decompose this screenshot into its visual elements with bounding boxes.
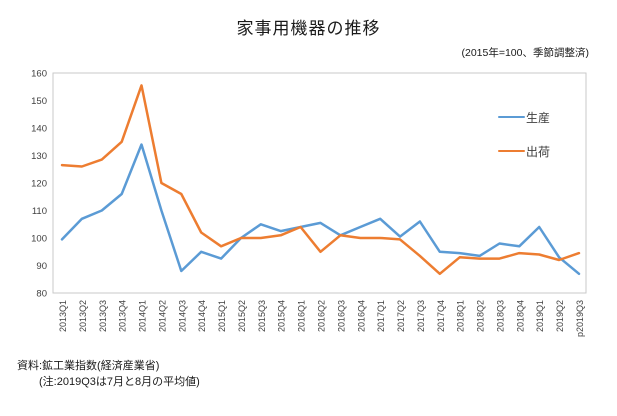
- y-tick-label: 110: [32, 206, 47, 217]
- x-tick-label: 2015Q3: [257, 300, 267, 332]
- legend-item-shipments: 出荷: [498, 140, 550, 162]
- x-tick-label: 2015Q4: [277, 300, 287, 332]
- footnote-source: 資料:鉱工業指数(経済産業省): [17, 360, 160, 372]
- chart-legend: 生産 出荷: [498, 106, 550, 174]
- x-tick-label: 2013Q4: [118, 300, 128, 332]
- x-tick-label: 2016Q4: [356, 300, 366, 332]
- y-tick-label: 160: [31, 69, 47, 80]
- legend-label-production: 生産: [526, 110, 551, 125]
- footnote-note: (注:2019Q3は7月と8月の平均値): [39, 376, 200, 388]
- x-tick-label: 2016Q2: [317, 300, 327, 332]
- x-tick-label: 2017Q1: [376, 300, 386, 332]
- x-tick-label: 2018Q4: [515, 300, 525, 332]
- y-tick-label: 80: [36, 289, 47, 300]
- x-tick-label: 2017Q3: [416, 300, 426, 332]
- legend-label-shipments: 出荷: [526, 144, 551, 159]
- x-tick-label: 2013Q1: [58, 300, 68, 332]
- x-tick-label: 2016Q1: [297, 300, 307, 332]
- x-tick-label: 2018Q3: [495, 300, 505, 332]
- y-tick-label: 140: [31, 124, 47, 135]
- x-tick-label: 2017Q4: [436, 300, 446, 332]
- legend-item-production: 生産: [498, 106, 550, 128]
- production-line-swatch-icon: [498, 115, 525, 119]
- x-tick-label: 2014Q1: [138, 300, 148, 332]
- x-tick-label: 2015Q2: [237, 300, 247, 332]
- shipments-line: [60, 84, 581, 276]
- x-tick-label: 2016Q3: [336, 300, 346, 332]
- x-tick-label: 2019Q1: [535, 300, 545, 332]
- plot-border: [52, 72, 587, 294]
- x-tick-label: p2019Q3: [575, 300, 585, 337]
- x-tick-label: 2018Q1: [456, 300, 466, 332]
- y-tick-label: 90: [36, 261, 47, 272]
- x-tick-label: 2017Q2: [396, 300, 406, 332]
- y-tick-label: 130: [31, 151, 47, 162]
- chart-subtitle: (2015年=100、季節調整済): [461, 47, 589, 59]
- y-tick-label: 120: [31, 179, 47, 190]
- x-tick-label: 2019Q2: [555, 300, 565, 332]
- x-tick-label: 2015Q1: [217, 300, 227, 332]
- y-tick-label: 100: [31, 234, 47, 245]
- production-line: [60, 143, 581, 276]
- x-tick-label: 2014Q2: [157, 300, 167, 332]
- chart-title: 家事用機器の推移: [236, 19, 381, 38]
- x-tick-label: 2018Q2: [476, 300, 486, 332]
- x-tick-label: 2013Q3: [98, 300, 108, 332]
- x-tick-label: 2013Q2: [78, 300, 88, 332]
- y-tick-label: 150: [31, 96, 47, 107]
- x-tick-label: 2014Q3: [177, 300, 187, 332]
- shipments-line-swatch-icon: [498, 149, 525, 153]
- x-tick-label: 2014Q4: [197, 300, 207, 332]
